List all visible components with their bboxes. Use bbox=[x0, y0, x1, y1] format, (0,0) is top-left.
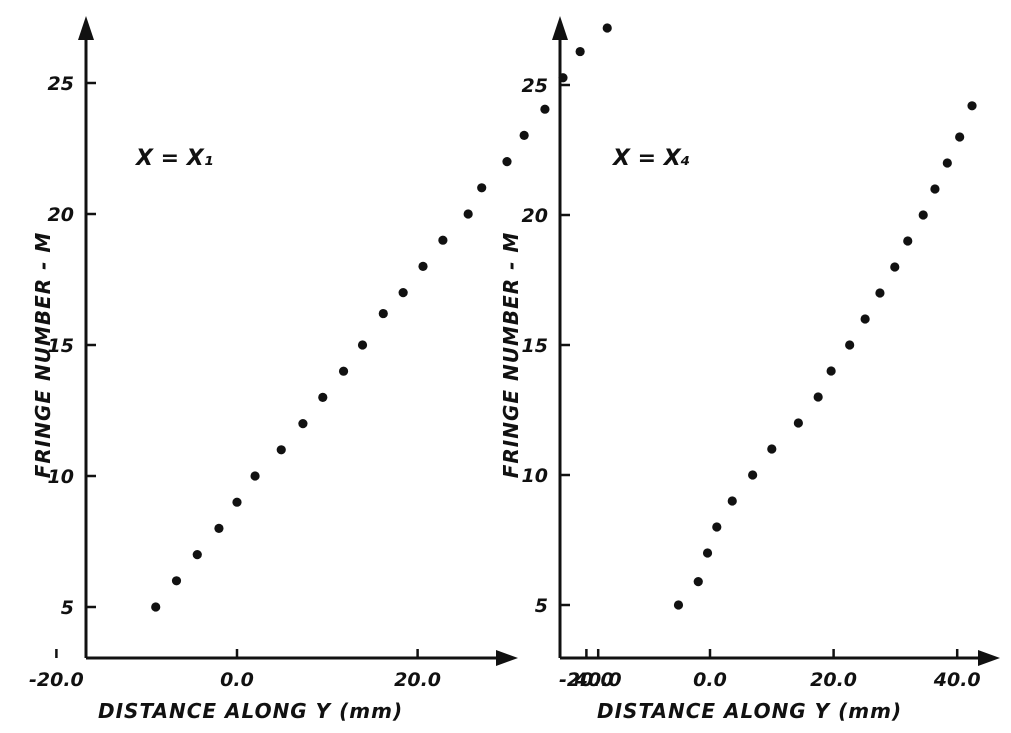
data-point bbox=[712, 522, 722, 532]
data-point bbox=[298, 419, 308, 429]
y-tick-label: 10 bbox=[48, 466, 74, 488]
data-point bbox=[318, 392, 328, 402]
data-point bbox=[463, 209, 473, 219]
data-point bbox=[903, 236, 913, 246]
data-point bbox=[540, 104, 550, 114]
data-point bbox=[693, 577, 703, 587]
data-point bbox=[357, 340, 368, 350]
data-point bbox=[276, 445, 286, 455]
data-point bbox=[793, 418, 803, 428]
x-axis-arrowhead bbox=[978, 650, 1000, 666]
data-point bbox=[438, 235, 448, 245]
data-point bbox=[845, 340, 855, 350]
data-point bbox=[955, 132, 965, 142]
data-point bbox=[502, 157, 512, 167]
y-tick-label: 20 bbox=[48, 204, 74, 226]
x-tick-label: 20.0 bbox=[810, 669, 857, 691]
series-annotation: X = X₁ bbox=[134, 146, 213, 171]
y-axis-arrowhead bbox=[552, 16, 568, 40]
data-point bbox=[826, 366, 836, 376]
data-point bbox=[519, 130, 529, 140]
data-point bbox=[930, 184, 940, 194]
data-point bbox=[673, 600, 684, 610]
data-point bbox=[338, 366, 349, 376]
data-point bbox=[727, 496, 737, 506]
data-point bbox=[942, 158, 952, 168]
data-point bbox=[702, 548, 713, 558]
x-axis-arrowhead bbox=[496, 650, 518, 666]
data-point bbox=[575, 46, 585, 57]
x-tick-label: 0.0 bbox=[693, 669, 727, 691]
data-point bbox=[418, 261, 428, 271]
x-tick-label: 20.0 bbox=[394, 669, 441, 691]
x-tick-label: -20.0 bbox=[29, 669, 84, 691]
x-axis-title: DISTANCE ALONG Y (mm) bbox=[597, 699, 902, 723]
x-axis-title: DISTANCE ALONG Y (mm) bbox=[98, 699, 403, 723]
data-point bbox=[875, 288, 885, 298]
chart-panel-1: 5 10 15 20 25 -20.0 0.0 20.0 40.0 DISTANCE ALONG … bbox=[29, 16, 622, 723]
y-tick-label: 15 bbox=[522, 335, 548, 357]
y-axis-title: FRINGE NUMBER - M bbox=[499, 232, 523, 479]
chart-panel-2: 5 10 15 20 25 -20.0 0.0 20.0 40.0 DISTANCE ALONG … bbox=[499, 16, 1000, 723]
data-point bbox=[214, 523, 224, 534]
data-point bbox=[860, 314, 870, 324]
data-point bbox=[477, 183, 487, 193]
data-point bbox=[378, 308, 388, 319]
data-point bbox=[967, 101, 977, 111]
x-tick-label: 40.0 bbox=[933, 669, 981, 691]
data-point bbox=[890, 262, 900, 272]
data-point bbox=[250, 471, 260, 481]
data-point bbox=[232, 497, 242, 507]
y-tick-label: 25 bbox=[522, 75, 548, 97]
y-tick-label: 25 bbox=[48, 73, 74, 95]
data-point bbox=[151, 602, 161, 612]
data-point bbox=[813, 392, 823, 402]
data-point bbox=[767, 444, 777, 454]
x-tick-label: 0.0 bbox=[220, 669, 254, 691]
y-tick-label: 10 bbox=[522, 465, 548, 487]
x-tick-label: 40.0 bbox=[574, 669, 622, 691]
data-point bbox=[398, 288, 408, 298]
data-point bbox=[192, 550, 202, 560]
series-annotation: X = X₄ bbox=[611, 146, 690, 171]
data-point bbox=[171, 576, 182, 586]
data-point bbox=[602, 23, 612, 33]
data-point bbox=[918, 210, 928, 220]
y-axis-arrowhead bbox=[78, 16, 94, 40]
y-tick-label: 15 bbox=[48, 335, 74, 357]
data-point bbox=[748, 470, 758, 480]
y-tick-label: 5 bbox=[61, 597, 74, 619]
y-tick-label: 5 bbox=[535, 595, 548, 617]
x-tick-label: -20.0 bbox=[559, 669, 614, 691]
y-tick-label: 20 bbox=[522, 205, 548, 227]
y-axis-title: FRINGE NUMBER - M bbox=[31, 232, 55, 479]
